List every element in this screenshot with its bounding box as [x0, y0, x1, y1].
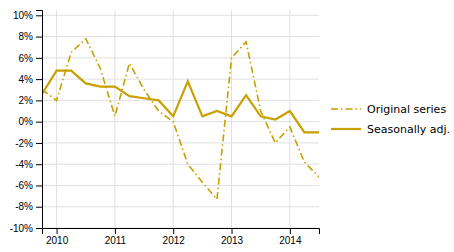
y-axis-tick: -8%	[15, 201, 42, 212]
y-axis-tick: -10%	[10, 223, 42, 234]
x-axis-tick-label: 2014	[279, 235, 302, 246]
y-axis-tick-label: -2%	[15, 138, 33, 149]
y-axis-tick: 10%	[13, 10, 42, 21]
grid-line	[42, 164, 319, 165]
legend-entry: Seasonally adj.	[331, 123, 450, 136]
y-axis-tick-mark	[36, 58, 42, 59]
grid-line	[42, 57, 319, 58]
grid-line	[42, 79, 319, 80]
x-axis-tick-label: 2010	[46, 235, 69, 246]
grid-line	[231, 10, 232, 228]
x-axis-tick-mark	[57, 228, 58, 234]
grid-line	[114, 10, 115, 228]
y-axis-tick: -2%	[15, 138, 42, 149]
chart: 2010 2011 2012 2013 2014 -10% -8% -6% -4% -2% 0% 2%…	[0, 0, 454, 252]
x-axis-tick: 2012	[163, 228, 186, 246]
x-axis-tick-label: 2013	[221, 235, 244, 246]
y-axis-tick-label: 8%	[19, 31, 34, 42]
y-axis-tick: 6%	[19, 53, 42, 64]
y-axis-tick-label: 10%	[13, 10, 33, 21]
y-axis-tick-label: 0%	[19, 116, 34, 127]
legend-label: Seasonally adj.	[367, 123, 450, 136]
x-axis-tick: 2013	[221, 228, 244, 246]
grid-line	[42, 36, 319, 37]
y-axis-tick-label: -10%	[10, 223, 33, 234]
grid-line	[56, 10, 57, 228]
y-axis-tick: -4%	[15, 159, 42, 170]
y-axis-tick: 0%	[19, 116, 42, 127]
grid-line	[173, 10, 174, 228]
y-axis-tick-mark	[36, 228, 42, 229]
grid-line	[42, 15, 319, 16]
grid-line	[42, 185, 319, 186]
x-axis: 2010 2011 2012 2013 2014	[43, 228, 320, 246]
legend-swatch	[331, 128, 361, 130]
x-axis-tick-mark	[290, 228, 291, 234]
y-axis-tick-label: -4%	[15, 159, 33, 170]
series-line	[42, 71, 319, 133]
y-axis-line	[36, 11, 43, 229]
legend-entry: Original series	[331, 103, 446, 116]
y-axis-tick-mark	[36, 185, 42, 186]
x-axis-line	[43, 229, 320, 235]
legend-swatch	[331, 108, 361, 110]
y-axis-tick-label: 4%	[19, 74, 34, 85]
y-axis-tick-mark	[36, 37, 42, 38]
legend: Original series Seasonally adj.	[331, 103, 450, 136]
y-axis-tick-mark	[36, 100, 42, 101]
grid-line	[42, 121, 319, 122]
y-axis-tick-mark	[36, 122, 42, 123]
grid	[42, 10, 319, 228]
y-axis-tick: 8%	[19, 31, 42, 42]
grid-line	[289, 10, 290, 228]
y-axis-tick-label: -8%	[15, 201, 33, 212]
y-axis-tick-label: 6%	[19, 53, 34, 64]
y-axis-tick-mark	[36, 15, 42, 16]
y-axis-tick-mark	[36, 79, 42, 80]
x-axis-tick-label: 2012	[163, 235, 186, 246]
x-axis-tick: 2011	[105, 228, 127, 246]
lines	[42, 39, 319, 200]
x-axis-tick-mark	[173, 228, 174, 234]
y-axis-tick-mark	[36, 164, 42, 165]
grid-line	[42, 206, 319, 207]
y-axis-tick: 2%	[19, 95, 42, 106]
y-axis-tick: 4%	[19, 74, 42, 85]
x-axis-tick: 2010	[46, 228, 69, 246]
y-axis: -10% -8% -6% -4% -2% 0% 2% 4% 6% 8% 10%	[10, 10, 43, 234]
legend-label: Original series	[367, 103, 446, 116]
x-axis-tick-mark	[115, 228, 116, 234]
y-axis-tick-label: 2%	[19, 95, 34, 106]
x-axis-tick: 2014	[279, 228, 302, 246]
y-axis-tick-mark	[36, 143, 42, 144]
y-axis-tick-mark	[36, 207, 42, 208]
y-axis-tick-label: -6%	[15, 180, 33, 191]
x-axis-tick-label: 2011	[105, 235, 127, 246]
x-axis-tick-mark	[232, 228, 233, 234]
series-line	[42, 39, 319, 200]
y-axis-tick: -6%	[15, 180, 42, 191]
